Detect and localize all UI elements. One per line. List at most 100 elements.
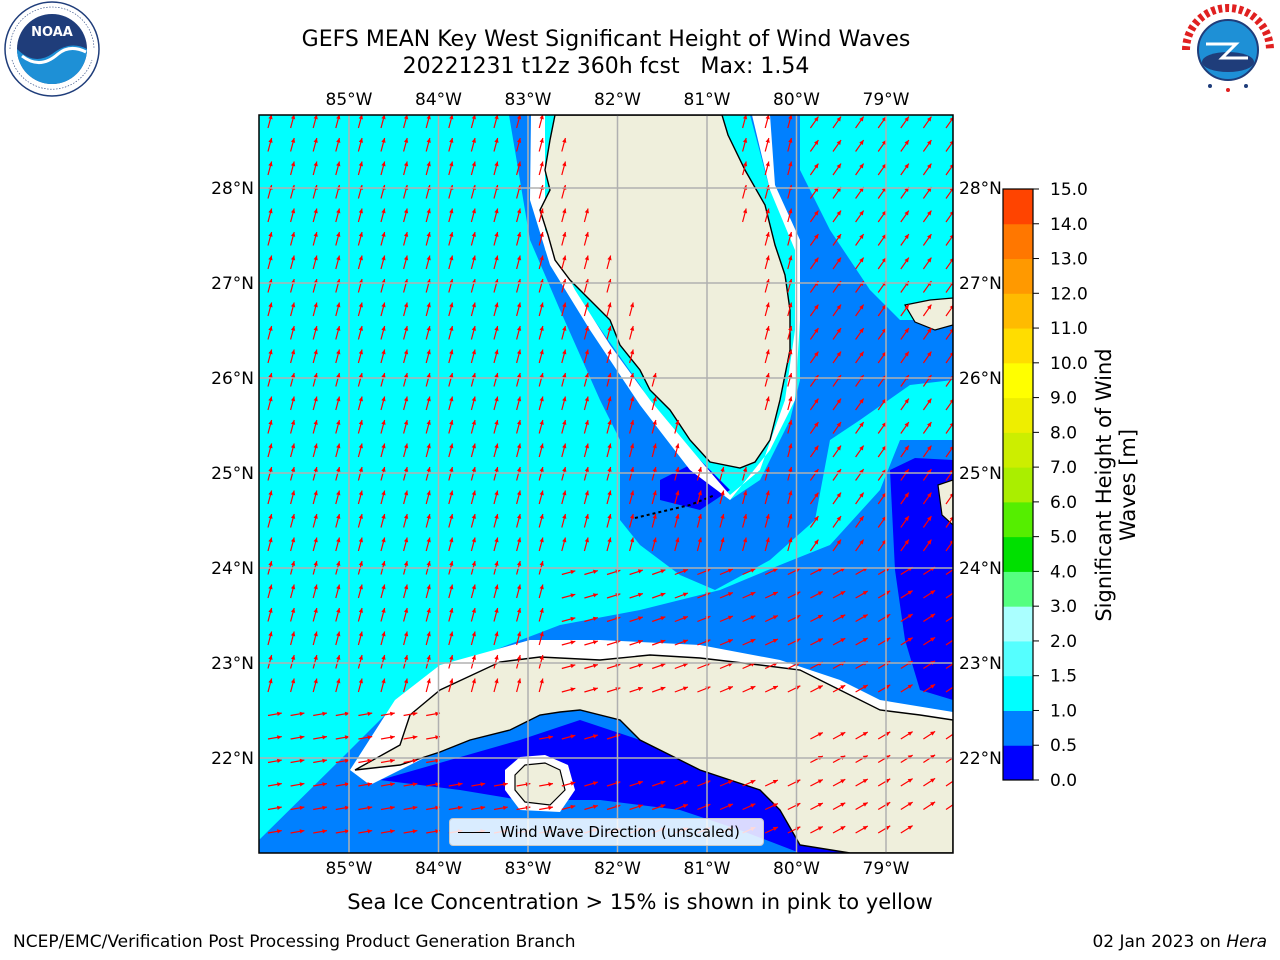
wave-direction-arrow-head (494, 466, 499, 472)
wave-direction-arrow-head (592, 616, 598, 621)
wave-direction-arrow-head (313, 396, 318, 402)
wave-direction-arrow-head (772, 591, 778, 596)
lat-label-left: 27°N (211, 274, 254, 294)
wave-direction-arrow-head (660, 592, 666, 597)
wave-direction-arrow-head (290, 419, 296, 425)
wave-direction-arrow-head (562, 513, 567, 519)
colorbar-tick-label: 4.0 (1050, 562, 1077, 582)
wave-direction-arrow-head (836, 351, 842, 357)
wave-direction-arrow-head (426, 654, 431, 660)
wave-direction-arrow-head (840, 614, 846, 619)
wave-direction-arrow-head (904, 516, 909, 521)
wave-direction-arrow-head (403, 349, 409, 355)
wave-direction-arrow-head (562, 537, 567, 543)
wave-direction-arrow-head (788, 255, 793, 261)
wave-direction-arrow-head (562, 372, 567, 378)
wave-direction-arrow-head (449, 161, 454, 167)
wave-direction-arrow-head (389, 711, 395, 716)
wave-direction-arrow-head (336, 537, 341, 543)
wave-direction-arrow-head (881, 351, 887, 357)
wave-direction-arrow-head (539, 372, 544, 378)
wave-direction-arrow-head (516, 208, 522, 214)
wave-direction-arrow-head (788, 537, 793, 543)
wave-direction-arrow-head (358, 231, 363, 237)
wave-direction-arrow-head (788, 349, 793, 355)
wave-direction-arrow-head (637, 639, 643, 645)
wave-direction-arrow-head (652, 443, 657, 449)
wave-direction-arrow-head (907, 802, 913, 807)
wave-direction-arrow-head (949, 305, 953, 310)
wave-direction-arrow-head (336, 560, 341, 566)
wave-direction-arrow-head (268, 678, 273, 684)
wave-direction-arrow-head (859, 445, 864, 451)
wave-direction-arrow-head (765, 325, 770, 331)
wave-direction-arrow-head (660, 663, 666, 668)
wave-direction-arrow-head (817, 638, 823, 643)
wave-direction-arrow-head (607, 325, 612, 331)
wave-direction-arrow-head (299, 735, 305, 740)
wave-direction-arrow-head (772, 803, 778, 808)
wave-direction-arrow-head (494, 631, 499, 637)
wave-direction-arrow-head (652, 396, 657, 402)
wave-direction-arrow-head (742, 490, 748, 496)
wave-direction-arrow-head (426, 349, 431, 355)
wave-direction-arrow-head (403, 396, 409, 402)
wave-direction-arrow-head (584, 255, 589, 261)
wave-direction-arrow-head (449, 325, 454, 331)
wave-direction-arrow-head (412, 829, 418, 834)
colorbar-tick-label: 7.0 (1050, 458, 1077, 478)
wave-direction-arrow-head (358, 115, 363, 120)
wave-direction-arrow-head (788, 325, 793, 331)
wave-direction-arrow-head (862, 638, 868, 643)
wave-direction-arrow-head (836, 422, 842, 427)
wave-direction-arrow (945, 615, 953, 622)
wave-direction-arrow-head (381, 115, 386, 120)
wave-direction-arrow-head (562, 396, 567, 402)
wave-direction-arrow-head (548, 735, 553, 740)
wave-direction-arrow-head (904, 328, 909, 333)
wave-direction-arrow-head (412, 711, 418, 716)
colorbar-segment (1003, 293, 1033, 329)
wave-direction-arrow-head (449, 349, 454, 355)
wave-direction-arrow (945, 780, 953, 787)
wave-direction-arrow-head (389, 758, 395, 763)
wave-direction-arrow-head (516, 513, 522, 519)
wave-direction-arrow-head (629, 372, 635, 378)
wave-direction-arrow-head (817, 591, 823, 596)
wave-direction-arrow-head (836, 234, 842, 239)
colorbar-label: Significant Height of Wind Waves [m] (1092, 348, 1140, 622)
wave-direction-arrow-head (471, 302, 476, 308)
wave-direction-arrow-head (268, 396, 273, 402)
wave-direction-arrow-head (859, 398, 864, 404)
wave-direction-arrow-head (720, 537, 725, 543)
wave-direction-arrow-head (660, 686, 666, 691)
wave-direction-arrow-head (336, 137, 341, 143)
wave-direction-arrow-head (629, 513, 635, 519)
lat-label-left: 25°N (211, 464, 254, 484)
wave-direction-arrow-head (322, 758, 327, 763)
wave-direction-arrow-head (927, 539, 932, 545)
wave-direction-arrow-head (381, 231, 386, 237)
wave-direction-arrow-head (299, 758, 305, 763)
wave-direction-arrow-head (403, 607, 409, 613)
wave-direction-arrow-head (660, 639, 666, 644)
wave-direction-arrow-head (290, 302, 296, 308)
wave-direction-arrow-head (449, 372, 454, 378)
wave-direction-arrow-head (336, 372, 341, 378)
wave-direction-arrow-head (570, 663, 576, 669)
wave-direction-arrow-head (313, 490, 318, 496)
lat-labels-left: 28°N 27°N 26°N 25°N 24°N 23°N 22°N (211, 179, 254, 769)
wave-direction-arrow-head (840, 638, 846, 643)
colorbar-segment (1003, 362, 1033, 399)
wave-direction-arrow-head (336, 466, 341, 472)
wave-direction-arrow-head (697, 537, 702, 543)
wave-direction-arrow-head (313, 631, 318, 637)
florida-keys (634, 494, 716, 519)
wave-direction-arrow-head (949, 258, 953, 263)
wave-direction-arrow-head (750, 780, 756, 785)
wave-direction-arrow-head (539, 325, 544, 331)
wave-direction-arrow-head (313, 513, 318, 519)
wave-direction-arrow-head (682, 804, 688, 809)
wave-direction-arrow-head (742, 208, 748, 214)
